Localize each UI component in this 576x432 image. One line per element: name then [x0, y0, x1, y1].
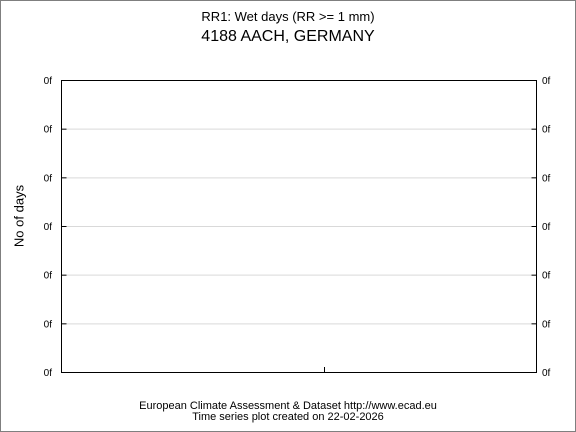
y-tick-label-right: 0f	[542, 76, 551, 87]
y-tick-label-left: 0f	[44, 125, 53, 136]
y-tick-label-right: 0f	[542, 173, 551, 184]
y-tick-label-left: 0f	[44, 76, 53, 87]
y-tick-label-right: 0f	[542, 319, 551, 330]
gridlines	[61, 128, 537, 325]
y-tick-label-right: 0f	[542, 125, 551, 136]
y-tick-label-left: 0f	[44, 222, 53, 233]
y-tick-label-left: 0f	[44, 173, 53, 184]
left-y-ticks: 0f 0f 0f 0f 0f 0f 0f	[44, 76, 67, 379]
footer-source: European Climate Assessment & Dataset ht…	[139, 400, 437, 412]
footer-created: Time series plot created on 22-02-2026	[192, 411, 384, 423]
y-tick-label-left: 0f	[44, 368, 53, 379]
chart-title: RR1: Wet days (RR >= 1 mm)	[201, 9, 375, 24]
right-y-ticks: 0f 0f 0f 0f 0f 0f 0f	[531, 76, 551, 379]
y-tick-label-left: 0f	[44, 271, 53, 282]
y-tick-label-left: 0f	[44, 319, 53, 330]
chart-subtitle: 4188 AACH, GERMANY	[201, 28, 375, 45]
y-tick-label-right: 0f	[542, 368, 551, 379]
y-tick-label-right: 0f	[542, 271, 551, 282]
y-tick-label-right: 0f	[542, 222, 551, 233]
